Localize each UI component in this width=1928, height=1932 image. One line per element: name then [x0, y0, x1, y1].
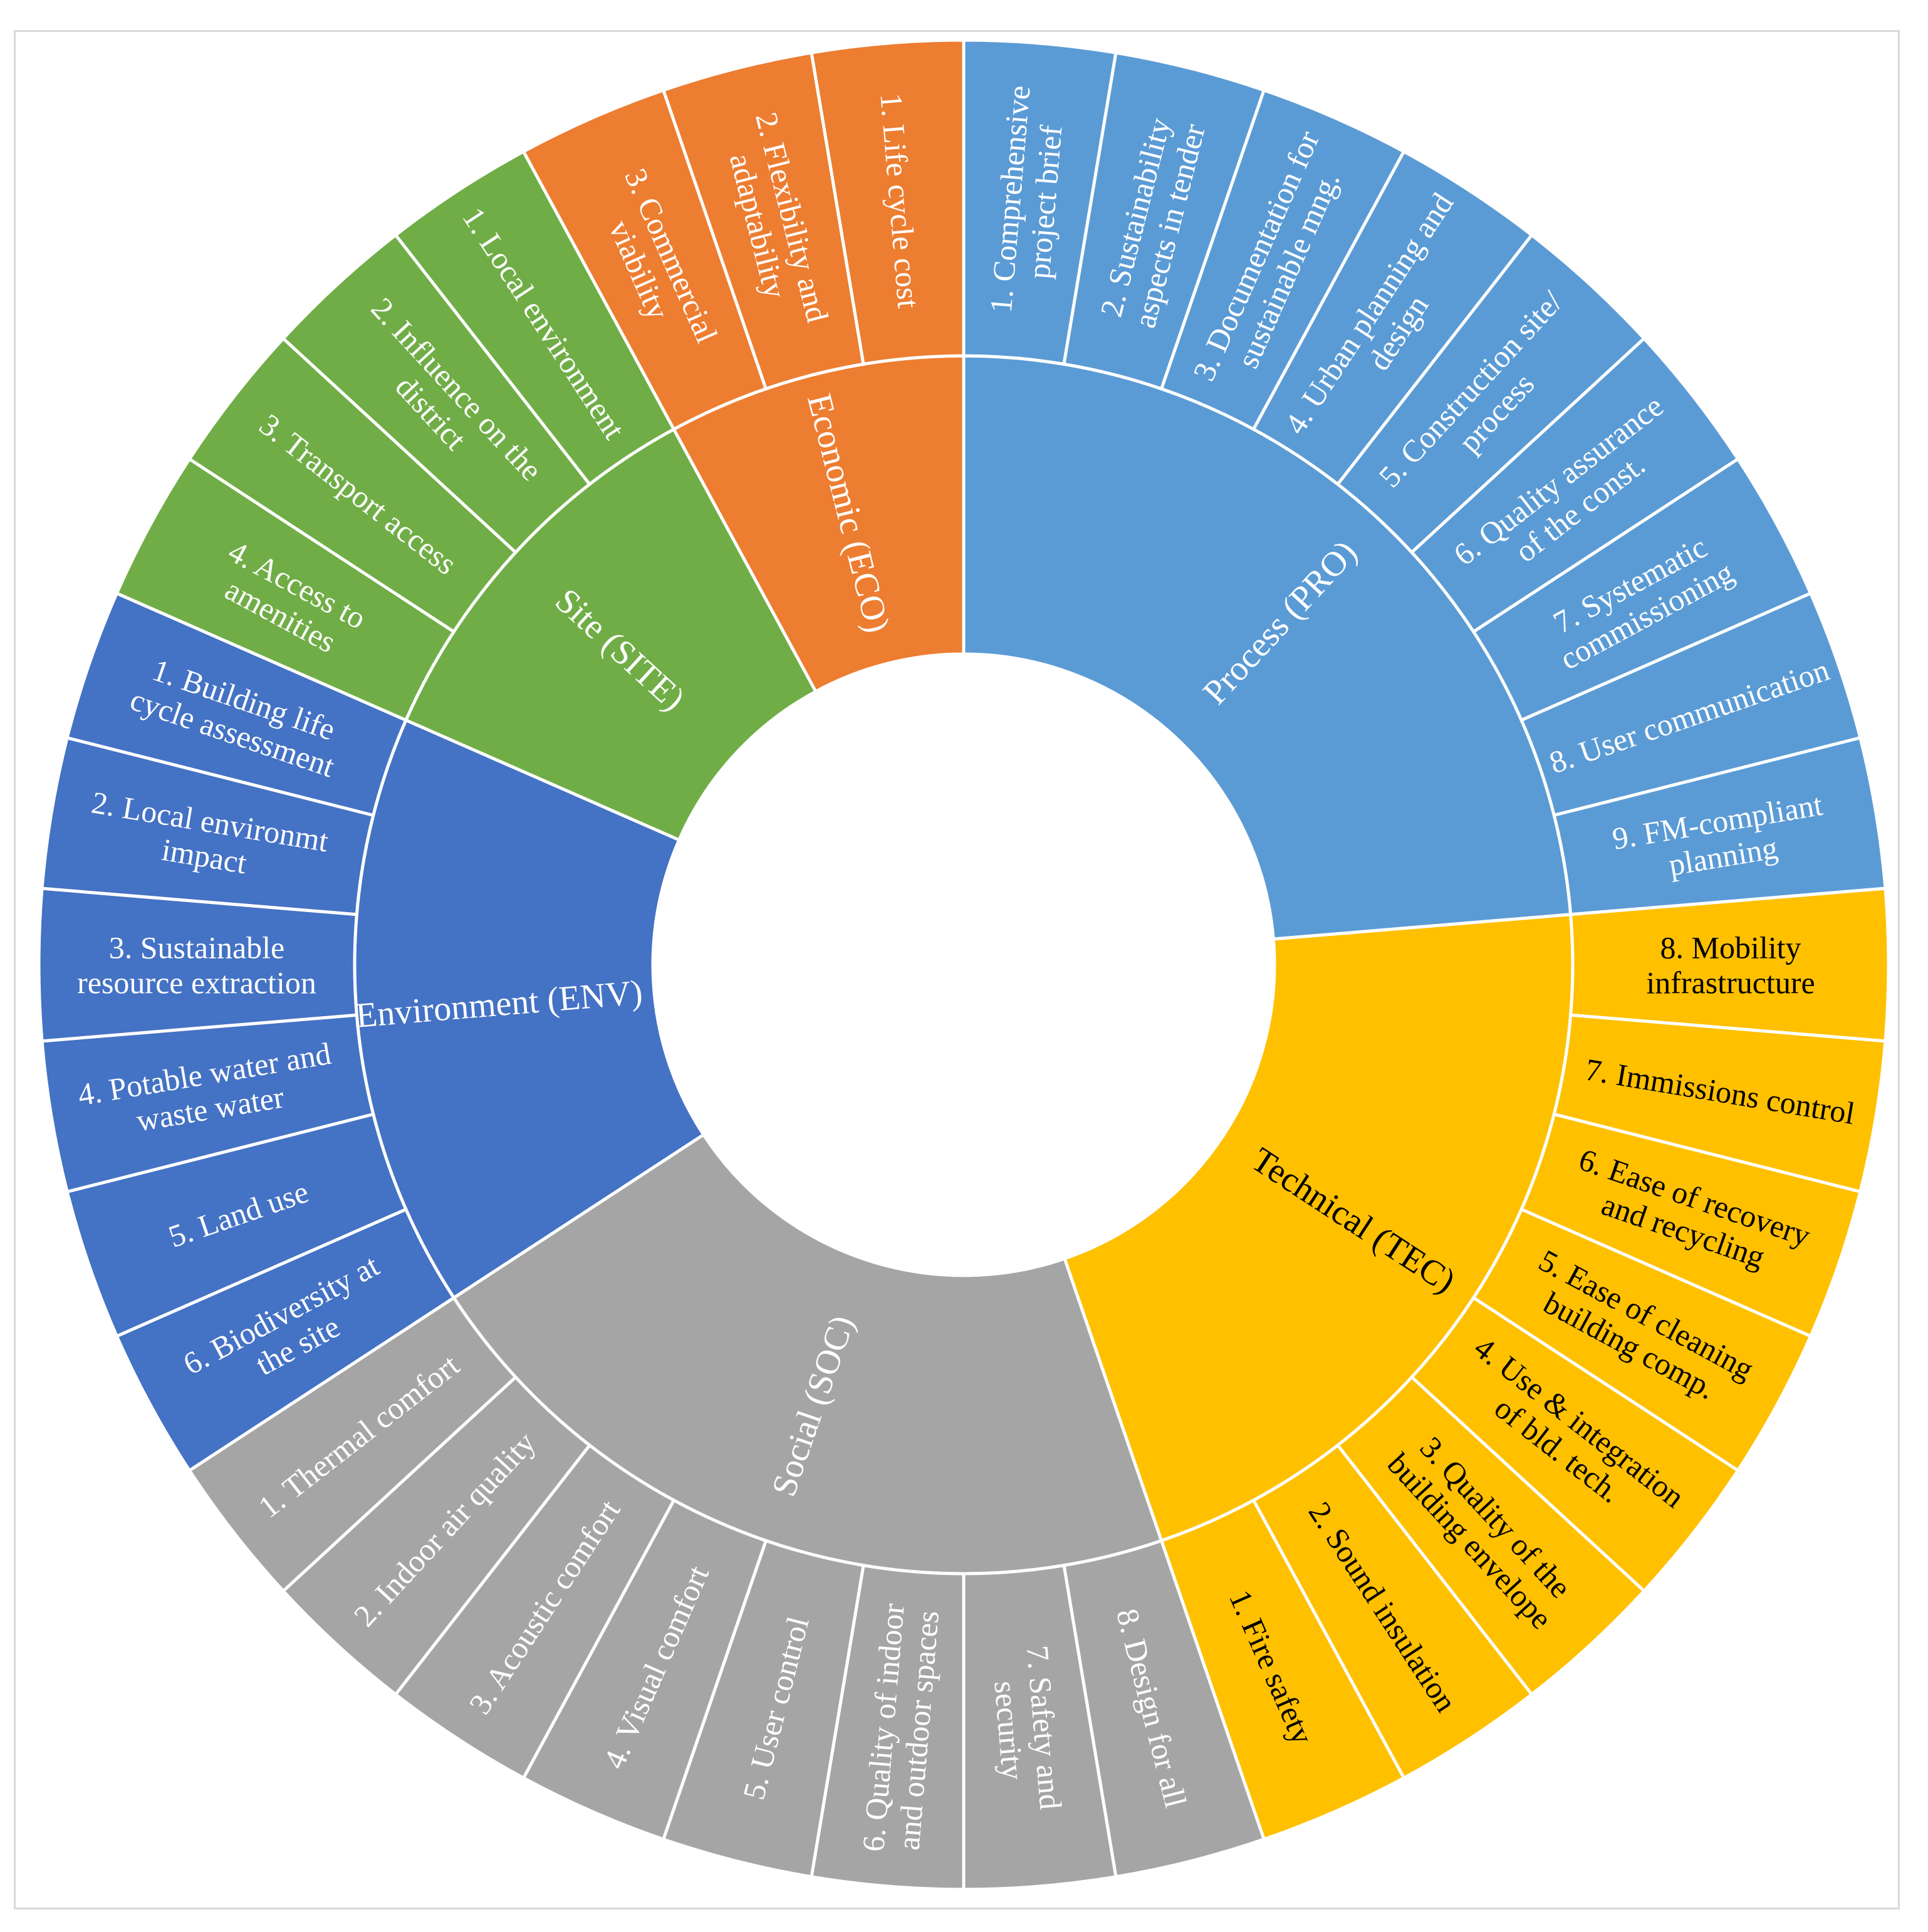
- item-label-8-mobility-infrastructure: 8. Mobility infrastructure: [1646, 930, 1815, 1000]
- item-label-3-sustainable-resource-extraction: 3. Sustainable resource extraction: [77, 930, 316, 1000]
- chart-frame: [14, 30, 1900, 1909]
- item-label-2-local-environmt-impact: 2. Local environmtimpact: [83, 784, 331, 893]
- sunburst-rings: [37, 38, 1890, 1891]
- item-segment-1-life-cycle-cost: [810, 38, 966, 366]
